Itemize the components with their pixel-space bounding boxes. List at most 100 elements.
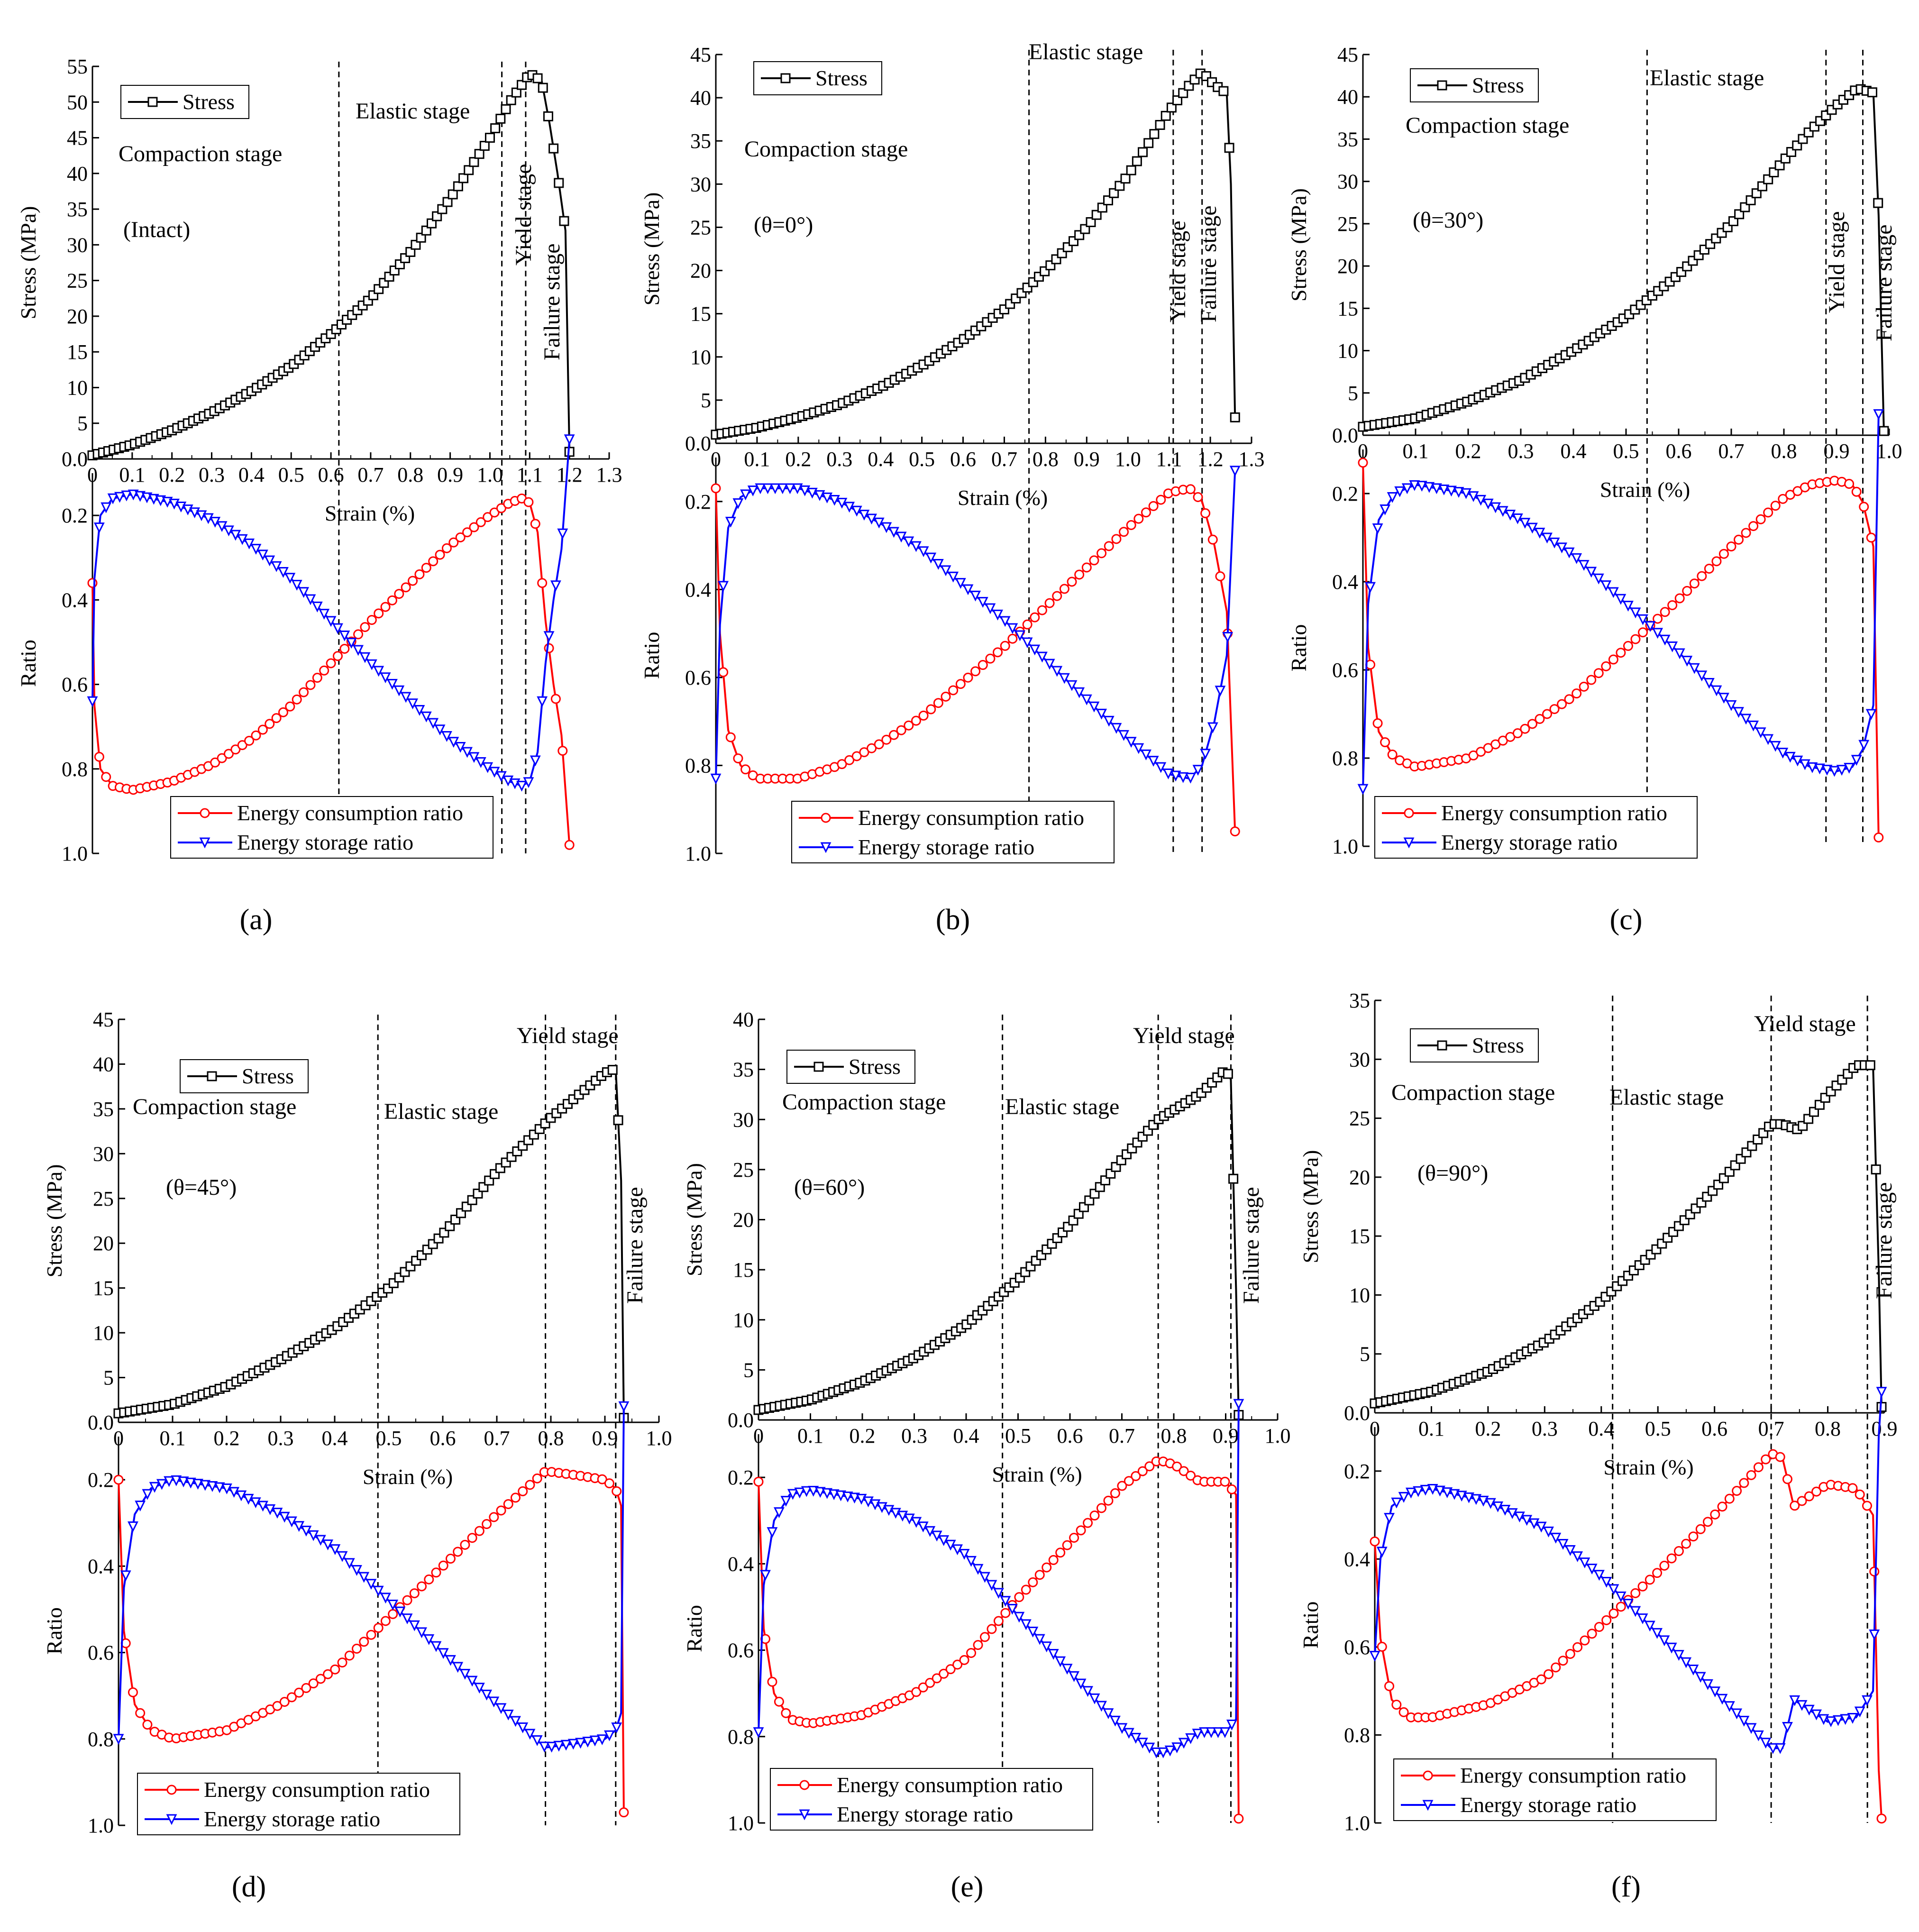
storage-series-point [873,517,885,529]
storage-series-point [1512,513,1523,524]
x-tick-label: 0.5 [1645,1417,1671,1440]
consumption-series-point [1645,1575,1655,1585]
storage-series-point [428,718,439,729]
consumption-series-point [469,522,479,532]
storage-series-point [1738,1715,1750,1727]
stress-y-tick-label: 40 [733,1008,754,1031]
storage-series-point [135,1501,146,1512]
storage-series-point [1821,765,1833,776]
stress-y-tick-label: 45 [93,1008,114,1031]
storage-series-point [1652,1628,1663,1639]
storage-series-point [1088,701,1100,713]
consumption-series-point [135,1708,146,1718]
stress-series-point [448,189,458,200]
x-tick-label: 0.1 [744,448,770,471]
storage-series-point [1760,1738,1772,1749]
storage-series-point [1069,1671,1080,1682]
stress-y-tick-label: 45 [690,43,711,66]
storage-series-point [575,1738,586,1749]
ratio-y-tick-label: 0.6 [728,1639,754,1662]
storage-series-point [1219,1727,1231,1739]
consumption-series-point [1763,507,1773,518]
stress-legend-label: Stress [1472,73,1524,97]
x-tick-label: 0 [1358,440,1368,463]
consumption-series-point [87,578,98,588]
panel-a: 0 0.1 0.2 0.3 0.4 0.5 0.6 0.7 0.8 0.9 1.0 1.1 1.2 1.3… [16,55,622,936]
consumption-series-point [1689,578,1700,589]
x-tick-label: 1.3 [596,463,622,486]
consumption-series-point [1593,668,1604,678]
x-tick-label: 0 [87,463,98,486]
ratio-y-tick-label: 0.4 [1344,1547,1370,1571]
consumption-series-point [711,483,721,494]
consumption-series-point [417,1581,427,1592]
storage-series-point [423,1634,435,1645]
storage-series-point [1571,553,1582,564]
consumption-series-point [285,701,295,712]
consumption-series-point [308,1678,319,1689]
consumption-series-point [1131,1471,1141,1481]
consumption-series-point [939,1668,949,1679]
x-tick-label: 0.6 [950,448,976,471]
x-tick-label: 0.6 [1666,440,1692,463]
storage-series-point [1832,1715,1844,1726]
consumption-series-point [1148,501,1159,511]
x-tick-label: 0.4 [322,1427,348,1450]
storage-series-point [164,1476,175,1487]
storage-series-point [1409,480,1420,491]
stress-y-tick-label: 35 [67,198,88,221]
consumption-series-point [330,1664,340,1675]
compaction-stage-label: Compaction stage [782,1090,946,1115]
storage-series-point [1424,482,1435,493]
storage-series-point [353,645,364,656]
stress-y-tick-label: 0.0 [88,1411,114,1434]
storage-series-point [1401,483,1413,494]
consumption-series-point [210,757,220,768]
ratio-y-tick-label: 0.2 [88,1468,114,1492]
consumption-series-point [1710,1509,1720,1520]
consumption-series-point [294,1687,304,1698]
stress-series-point [538,82,548,93]
x-tick-label: 1.2 [1197,448,1224,471]
x-tick-label: 0.2 [1475,1417,1501,1440]
consumption-series-point [926,704,936,714]
stress-y-tick-label: 30 [93,1142,114,1165]
storage-series-point [959,1549,970,1560]
storage-series-point [1199,1727,1210,1739]
storage-series-point [1748,720,1759,732]
stress-series-point [1138,147,1148,157]
consumption-series-point [1726,541,1736,552]
storage-series-point [1681,656,1693,667]
consumption-series-point [1558,1656,1568,1666]
consumption-series-point [851,751,862,761]
x-tick-label: 0.8 [538,1427,564,1450]
elastic-stage-label: Elastic stage [384,1099,498,1124]
storage-series-point [986,1580,997,1591]
consumption-series-point [315,1674,326,1684]
x-tick-label: 0.3 [901,1424,927,1447]
storage-series-point [596,1734,608,1746]
consumption-series-point [1387,750,1398,760]
storage-series-point [1825,1716,1837,1727]
storage-series-point [1792,755,1803,767]
elastic-stage-label: Elastic stage [1005,1094,1119,1119]
storage-series-point [550,580,561,592]
storage-series-point [1702,1679,1713,1690]
consumption-series-point [1384,1681,1395,1691]
ratio-axis-label: Ratio [640,632,664,679]
ratio-y-tick-label: 0.6 [1332,659,1358,682]
x-tick-label: 0.5 [1005,1424,1031,1447]
storage-series-point [200,1480,211,1491]
storage-legend-marker [799,1809,810,1821]
storage-series-point [516,780,527,792]
yield-stage-label: Yield stage [1754,1011,1856,1036]
storage-series-point [1505,510,1516,521]
consumption-series-point [1587,1629,1597,1639]
consumption-legend-label: Energy consumption ratio [858,806,1084,830]
storage-series-point [767,1527,778,1538]
storage-series-point [474,1683,485,1694]
stress-y-tick-label: 40 [1337,85,1358,109]
consumption-series-point [1527,719,1537,729]
storage-series-point [284,573,296,584]
storage-series-point [1369,1650,1380,1662]
